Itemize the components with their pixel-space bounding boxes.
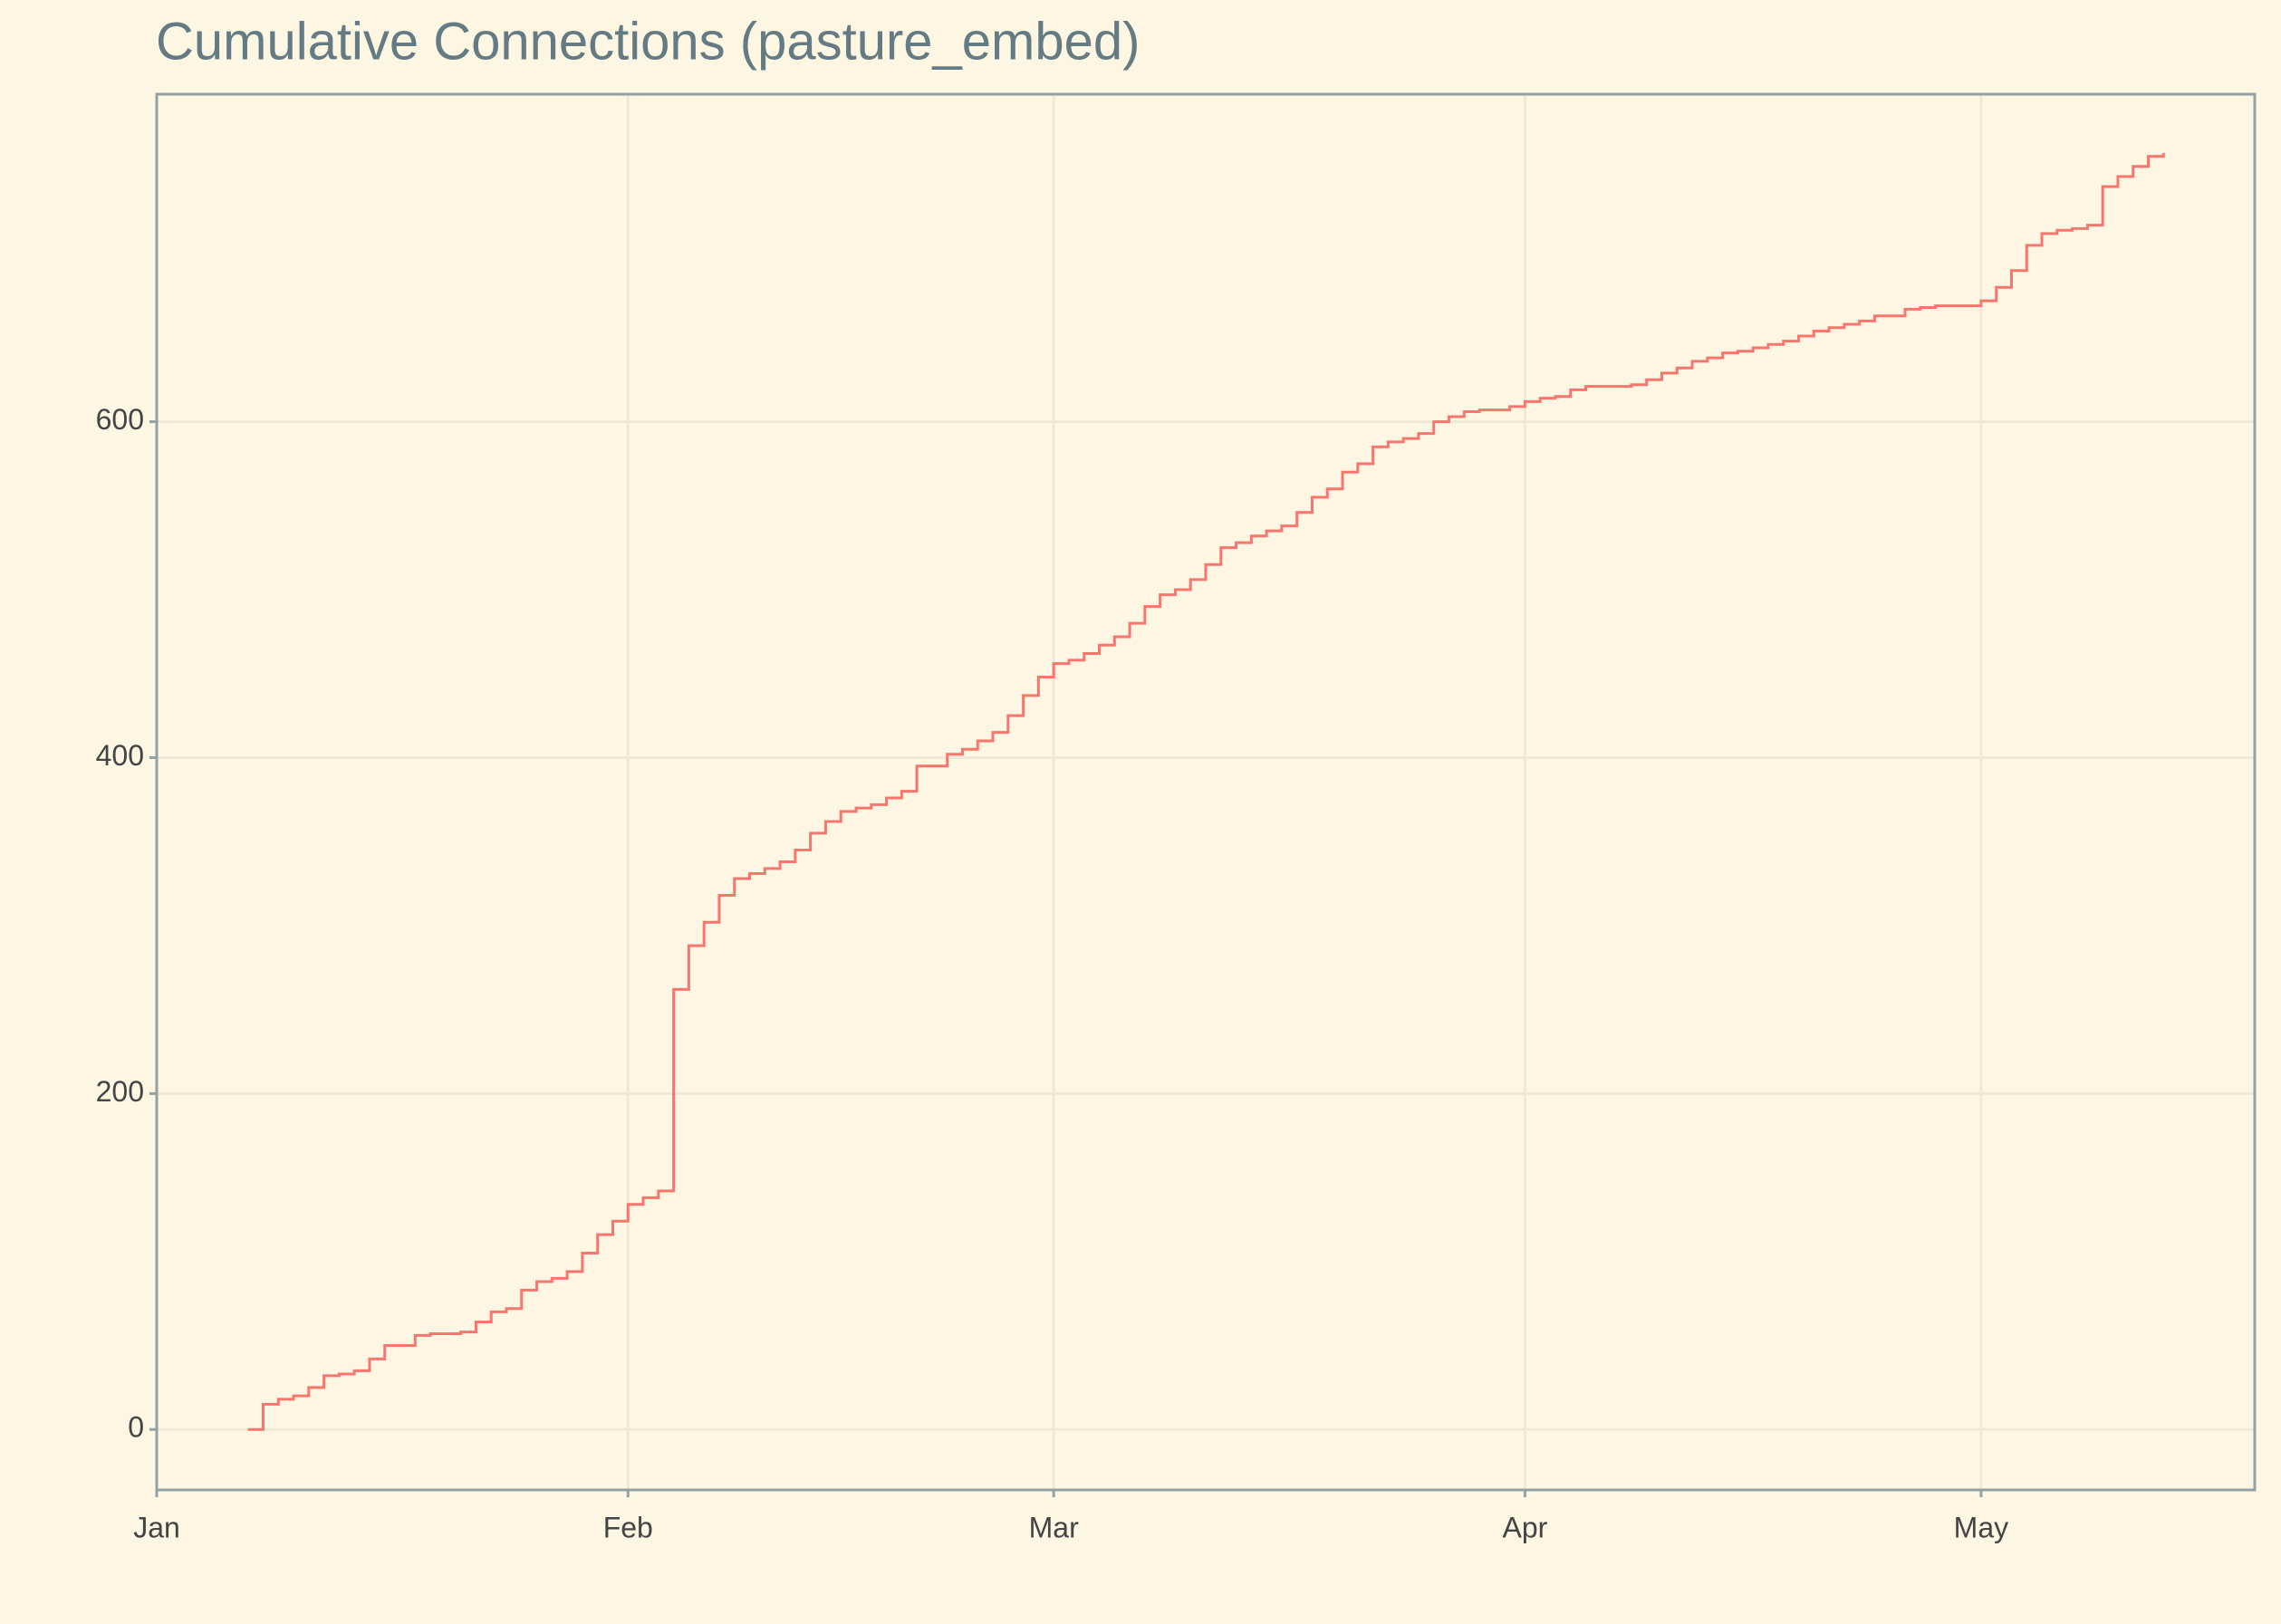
chart-title: Cumulative Connections (pasture_embed)	[156, 12, 1140, 71]
y-tick-label: 0	[128, 1411, 144, 1444]
x-tick-label: May	[1954, 1511, 2008, 1543]
x-tick-label: Mar	[1029, 1511, 1079, 1543]
x-tick-label: Apr	[1503, 1511, 1548, 1543]
y-tick-label: 600	[96, 403, 144, 436]
y-tick-label: 200	[96, 1075, 144, 1108]
x-tick-label: Feb	[603, 1511, 653, 1543]
data-line	[247, 152, 2165, 1431]
y-tick-label: 400	[96, 739, 144, 772]
plot-border	[155, 92, 2257, 1492]
x-tick-label: Jan	[133, 1511, 180, 1543]
